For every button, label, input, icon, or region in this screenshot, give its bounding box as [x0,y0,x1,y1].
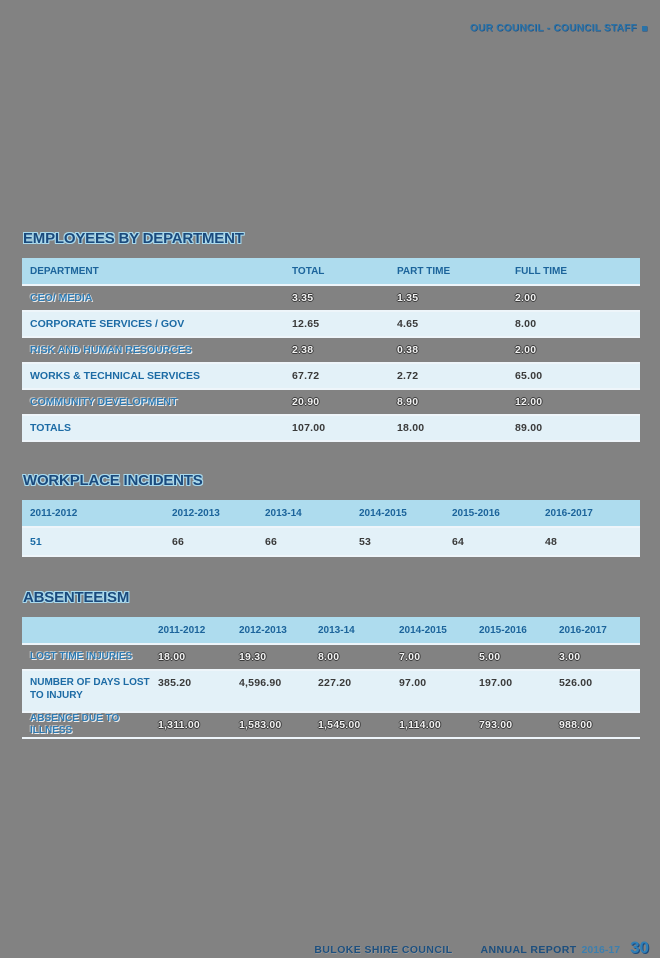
column-header-department: DEPARTMENT [30,265,99,277]
section-title-employees: EMPLOYEES BY DEPARTMENT [23,230,244,247]
cell-value: 385.20 [158,677,192,689]
column-header-year: 2014-2015 [399,624,447,636]
column-header-year: 2013-14 [318,624,355,636]
column-header-year: 2016-2017 [559,624,607,636]
cell-total: 67.72 [292,370,320,382]
table-header-row: 2011-2012 2012-2013 2013-14 2014-2015 20… [22,617,640,645]
cell-full-time: 2.00 [515,292,537,304]
footer-report-year: 2016-17 [581,944,621,956]
row-label: LOST TIME INJURIES [30,650,133,662]
table-row-days-lost-to-injury: NUMBER OF DAYS LOST TO INJURY 385.20 4,5… [22,671,640,713]
cell-value: 526.00 [559,677,593,689]
table-header-row: DEPARTMENT TOTAL PART TIME FULL TIME [22,258,640,286]
page-number: 30 [630,938,649,957]
cell-value: 227.20 [318,677,352,689]
table-row-totals: TOTALS 107.00 18.00 89.00 [22,416,640,442]
cell-part-time: 2.72 [397,370,419,382]
column-header-year: 2011-2012 [158,624,206,636]
cell-total: 2.38 [292,344,314,356]
cell-value: 988.00 [559,719,593,731]
row-label: CORPORATE SERVICES / GOV [30,318,185,330]
absenteeism-table: 2011-2012 2012-2013 2013-14 2014-2015 20… [22,617,640,739]
cell-incidents-2015-2016: 64 [452,535,465,548]
column-header-total: TOTAL [292,265,325,277]
cell-value: 4,596.90 [239,677,282,689]
table-row-absence-due-to-illness: ABSENCE DUE TO ILLNESS 1,311.00 1,583.00… [22,713,640,739]
cell-full-time: 12.00 [515,396,543,408]
column-header-year: 2014-2015 [359,507,407,519]
cell-value: 1,114.00 [399,719,441,731]
cell-total: 3.35 [292,292,314,304]
incidents-table: 2011-2012 2012-2013 2013-14 2014-2015 20… [22,500,640,557]
column-header-part-time: PART TIME [397,265,451,277]
cell-value: 197.00 [479,677,513,689]
cell-total: 107.00 [292,422,326,434]
column-header-year: 2013-14 [265,507,302,519]
square-bullet-icon [642,26,647,31]
table-row-ceo-media: CEO/ MEDIA 3.35 1.35 2.00 [22,286,640,312]
table-row-lost-time-injuries: LOST TIME INJURIES 18.00 19.30 8.00 7.00… [22,645,640,671]
column-header-year: 2012-2013 [172,507,220,519]
employees-table: DEPARTMENT TOTAL PART TIME FULL TIME CEO… [22,258,640,442]
cell-incidents-2012-2013: 66 [172,535,185,548]
cell-value: 5.00 [479,651,501,663]
cell-part-time: 8.90 [397,396,419,408]
column-header-year: 2015-2016 [479,624,527,636]
table-header-row: 2011-2012 2012-2013 2013-14 2014-2015 20… [22,500,640,528]
row-label: COMMUNITY DEVELOPMENT [30,396,178,408]
cell-value: 3.00 [559,651,581,663]
column-header-full-time: FULL TIME [515,265,568,277]
column-header-year: 2016-2017 [545,507,593,519]
row-label-totals: TOTALS [30,422,72,434]
column-header-year: 2011-2012 [30,507,78,519]
incidents-data-row: 51 66 66 53 64 48 [22,528,640,557]
cell-incidents-2013-14: 66 [265,535,278,548]
cell-incidents-2011-2012: 51 [30,535,42,548]
row-label: ABSENCE DUE TO ILLNESS [30,712,120,737]
cell-part-time: 4.65 [397,318,419,330]
cell-value: 18.00 [158,651,186,663]
row-label: CEO/ MEDIA [30,292,93,304]
page-header: OUR COUNCIL - COUNCIL STAFF [470,23,647,34]
cell-value: 1,311.00 [158,719,200,731]
table-row-community-development: COMMUNITY DEVELOPMENT 20.90 8.90 12.00 [22,390,640,416]
footer-council-name: BULOKE SHIRE COUNCIL [314,944,453,956]
cell-part-time: 18.00 [397,422,425,434]
row-label: NUMBER OF DAYS LOST TO INJURY [30,677,150,701]
section-title-absenteeism: ABSENTEEISM [23,589,130,606]
cell-full-time: 2.00 [515,344,537,356]
cell-value: 8.00 [318,651,340,663]
row-label: WORKS & TECHNICAL SERVICES [30,370,200,382]
table-row-corporate-services: CORPORATE SERVICES / GOV 12.65 4.65 8.00 [22,312,640,338]
table-row-works-technical: WORKS & TECHNICAL SERVICES 67.72 2.72 65… [22,364,640,390]
employees-by-department-section: EMPLOYEES BY DEPARTMENT DEPARTMENT TOTAL… [22,230,640,442]
cell-total: 20.90 [292,396,320,408]
footer-report-title: ANNUAL REPORT [480,944,577,956]
cell-value: 97.00 [399,677,427,689]
cell-incidents-2016-2017: 48 [545,535,558,548]
cell-part-time: 1.35 [397,292,419,304]
page-footer: BULOKE SHIRE COUNCIL ANNUAL REPORT 2016-… [314,938,649,958]
row-label: RISK AND HUMAN RESOURCES [30,344,192,356]
section-title-incidents: WORKPLACE INCIDENTS [23,472,203,489]
workplace-incidents-section: WORKPLACE INCIDENTS 2011-2012 2012-2013 … [22,472,640,557]
cell-value: 7.00 [399,651,421,663]
cell-part-time: 0.38 [397,344,419,356]
cell-incidents-2014-2015: 53 [359,535,372,548]
cell-value: 1,583.00 [239,719,282,731]
absenteeism-section: ABSENTEEISM 2011-2012 2012-2013 2013-14 … [22,589,640,739]
cell-total: 12.65 [292,318,320,330]
column-header-year: 2012-2013 [239,624,287,636]
cell-value: 19.30 [239,651,267,663]
cell-full-time: 89.00 [515,422,543,434]
cell-full-time: 8.00 [515,318,537,330]
cell-value: 1,545.00 [318,719,361,731]
cell-value: 793.00 [479,719,513,731]
column-header-year: 2015-2016 [452,507,500,519]
table-row-risk-human-resources: RISK AND HUMAN RESOURCES 2.38 0.38 2.00 [22,338,640,364]
cell-full-time: 65.00 [515,370,543,382]
header-breadcrumb: OUR COUNCIL - COUNCIL STAFF [470,23,637,34]
